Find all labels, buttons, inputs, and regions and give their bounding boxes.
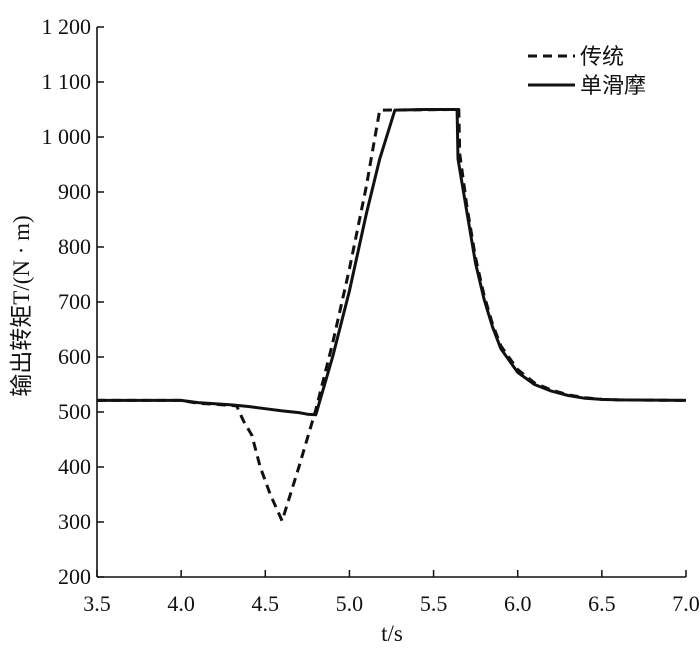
legend-label: 传统 [580, 45, 624, 70]
y-tick-label: 1 200 [42, 14, 92, 39]
x-tick-label: 6.5 [588, 591, 616, 616]
x-tick-label: 4.0 [167, 591, 195, 616]
x-tick-label: 5.5 [420, 591, 448, 616]
series-line-traditional [97, 108, 687, 523]
x-tick-label: 5.0 [336, 591, 364, 616]
y-tick-label: 300 [58, 509, 91, 534]
x-axis-title: t/s [381, 621, 403, 646]
x-tick-label: 4.5 [252, 591, 280, 616]
series-line-single-slip [97, 108, 687, 417]
y-tick-label: 900 [58, 179, 91, 204]
y-axis-title: 输出转矩T/(N · m) [9, 215, 34, 396]
y-tick-label: 1 000 [42, 124, 92, 149]
legend-label: 单滑摩 [580, 74, 646, 99]
x-tick-label: 3.5 [83, 591, 111, 616]
series-layer [97, 108, 687, 523]
y-tick-label: 800 [58, 234, 91, 259]
x-tick-label: 6.0 [504, 591, 532, 616]
y-tick-label: 400 [58, 454, 91, 479]
y-tick-label: 600 [58, 344, 91, 369]
axes: 200 300 400 500 600 700 800 900 1 000 1 100 1 200 3… [42, 14, 700, 616]
y-tick-label: 200 [58, 564, 91, 589]
y-tick-label: 500 [58, 399, 91, 424]
y-tick-label: 1 100 [42, 69, 92, 94]
x-tick-label: 7.0 [672, 591, 700, 616]
y-tick-label: 700 [58, 289, 91, 314]
